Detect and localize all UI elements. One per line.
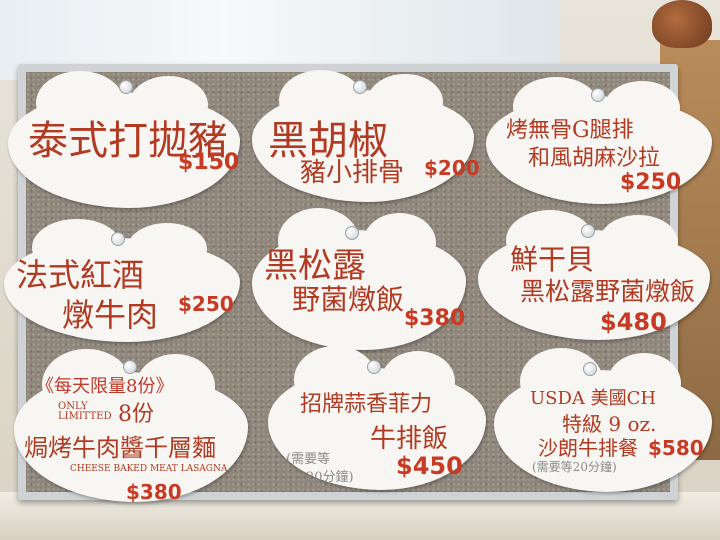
dish-name: 泰式打拋豬	[28, 118, 228, 164]
push-pin-icon	[367, 360, 381, 374]
dish-name-line1: 黑胡椒	[268, 118, 388, 164]
dried-plant	[652, 0, 712, 48]
menu-card-black-pepper-ribs	[252, 69, 474, 202]
push-pin-icon	[111, 232, 125, 246]
dish-name-line2: 和風胡麻沙拉	[528, 146, 661, 171]
push-pin-icon	[581, 224, 595, 238]
dish-name-line2: 牛排飯	[370, 424, 449, 454]
menu-card-filet-steak-rice	[268, 346, 486, 490]
push-pin-icon	[345, 226, 359, 240]
dish-name-line2: 豬小排骨	[300, 158, 405, 188]
wait-note: (需要等20分鐘)	[532, 460, 617, 474]
push-pin-icon	[583, 362, 597, 376]
menu-card-truffle-risotto	[252, 208, 466, 350]
dish-name: 焗烤牛肉醬千層麵	[24, 434, 216, 462]
wait-note-line2: 20分鐘)	[306, 470, 354, 485]
dish-name-line1: 黑松露	[264, 246, 366, 286]
dish-price: $450	[396, 452, 463, 480]
push-pin-icon	[119, 80, 133, 94]
menu-card-chicken-leg	[486, 76, 712, 204]
dish-price: $480	[600, 308, 667, 336]
dish-price: $150	[178, 150, 240, 175]
push-pin-icon	[353, 80, 367, 94]
dish-name-line1: 法式紅酒	[16, 256, 145, 294]
dish-name-line2: 野菌燉飯	[292, 283, 405, 316]
dish-price: $380	[126, 480, 182, 504]
menu-card-thai-basil-pork	[8, 71, 240, 208]
only-limited-label: ONLY LIMITTED	[58, 401, 112, 422]
dish-price: $250	[178, 292, 234, 316]
dish-price: $380	[404, 306, 466, 331]
push-pin-icon	[123, 360, 137, 374]
dish-name-line1: USDA 美國CH	[530, 388, 657, 409]
menu-card-lasagna	[14, 348, 248, 502]
dish-name-line1: 招牌蒜香菲力	[300, 392, 433, 417]
daily-limit-tag: 《每天限量8份》	[36, 376, 174, 397]
push-pin-icon	[591, 88, 605, 102]
menu-card-scallop-risotto	[478, 210, 710, 340]
menu-card-beef-stew	[4, 219, 240, 342]
dish-name-line2: 特級 9 oz.	[562, 412, 657, 436]
menu-card-sirloin-steak	[494, 348, 712, 492]
dish-name-line3: 沙朗牛排餐	[538, 436, 638, 460]
dish-name-line1: 烤無骨G腿排	[506, 118, 634, 143]
dish-name-english: CHEESE BAKED MEAT LASAGNA	[70, 464, 228, 474]
dish-price: $200	[424, 156, 480, 180]
dish-price: $250	[620, 170, 682, 195]
dish-name-line1: 鮮干貝	[510, 243, 595, 276]
dish-name-line2: 黑松露野菌燉飯	[520, 277, 696, 306]
dish-price: $580	[648, 436, 704, 460]
dish-name-line2: 燉牛肉	[62, 296, 159, 334]
wait-note-line1: (需要等	[286, 452, 331, 467]
limit-quantity: 8份	[118, 402, 154, 427]
